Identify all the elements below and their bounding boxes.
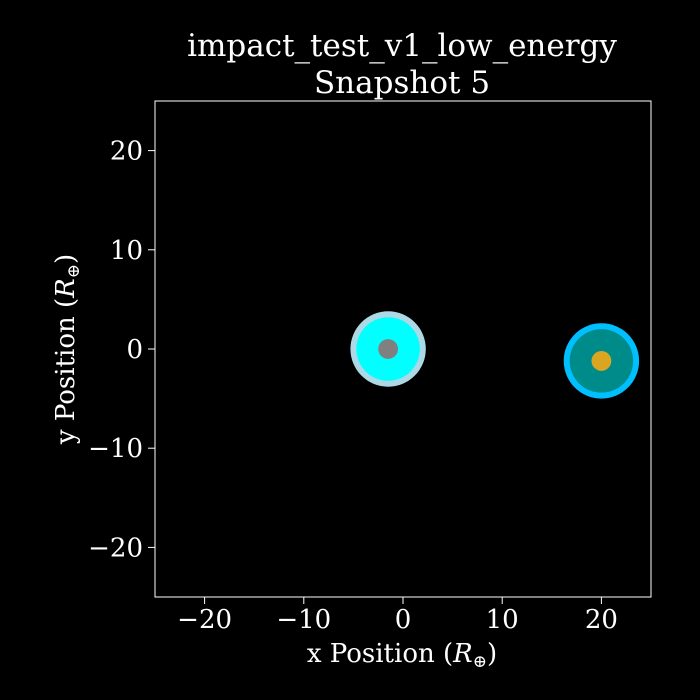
x-axis-label: x Position (R⊕) <box>307 639 497 672</box>
y-axis-label: y Position (R⊕) <box>51 254 84 445</box>
y-tick-label: −10 <box>88 434 143 464</box>
x-axis-label-subscript: ⊕ <box>473 652 487 672</box>
plot-area: −20 −10 0 10 20 −20 −10 0 10 20 <box>88 100 652 635</box>
body-1-layer-3 <box>378 339 399 359</box>
y-tick-label: 10 <box>110 236 143 266</box>
x-axis-label-close: ) <box>487 639 497 669</box>
y-axis-label-text: y Position ( <box>51 298 81 445</box>
y-axis-label-symbol: R <box>51 278 81 299</box>
chart-subtitle: Snapshot 5 <box>314 65 490 101</box>
y-tick-label: 20 <box>110 137 143 167</box>
chart-title: impact_test_v1_low_energy <box>187 28 617 64</box>
y-axis-label-close: ) <box>51 254 81 264</box>
x-tick-label: −20 <box>177 605 232 635</box>
x-tick-label: −10 <box>276 605 331 635</box>
x-axis-label-text: x Position ( <box>307 639 453 669</box>
y-axis-label-subscript: ⊕ <box>64 264 84 278</box>
y-tick-label: −20 <box>88 533 143 563</box>
x-tick-label: 0 <box>395 605 412 635</box>
x-tick-label: 20 <box>585 605 618 635</box>
body-2-layer-3 <box>591 350 612 371</box>
x-axis-label-symbol: R <box>452 639 473 669</box>
y-tick-label: 0 <box>126 335 143 365</box>
x-tick-label: 10 <box>486 605 519 635</box>
